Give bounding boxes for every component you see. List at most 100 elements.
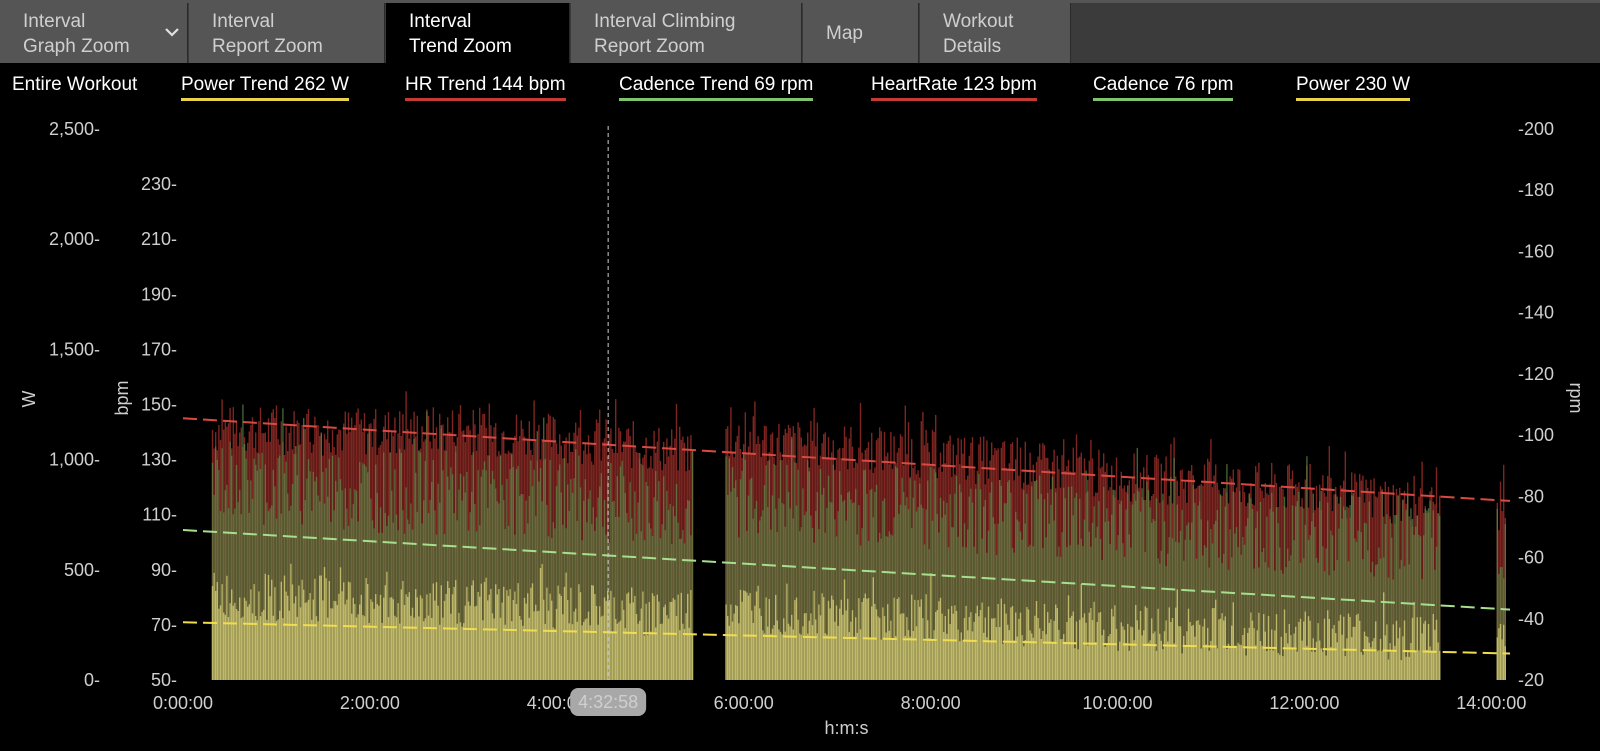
series-bar xyxy=(840,494,842,680)
series-bar xyxy=(925,594,927,680)
series-bar xyxy=(1315,641,1318,680)
series-bar xyxy=(1106,643,1108,680)
series-bar xyxy=(426,411,428,680)
series-bar xyxy=(1139,511,1142,680)
series-bar xyxy=(531,486,534,680)
legend-power[interactable]: Power 230 W xyxy=(1296,74,1411,101)
series-bar xyxy=(786,583,788,680)
series-bar xyxy=(471,585,473,680)
chevron-down-icon[interactable] xyxy=(165,25,179,39)
series-bar xyxy=(1339,497,1342,680)
series-bar xyxy=(623,476,625,680)
series-bar xyxy=(887,604,889,680)
series-bar xyxy=(618,516,620,680)
series-bar xyxy=(861,602,863,680)
series-bar xyxy=(573,611,575,680)
series-bar xyxy=(765,597,767,680)
tab-interval-report-zoom[interactable]: Interval Report Zoom xyxy=(189,3,385,63)
legend-cadence-trend[interactable]: Cadence Trend 69 rpm xyxy=(619,74,814,101)
series-bar xyxy=(1131,504,1134,680)
series-bar xyxy=(1157,608,1159,680)
series-bar xyxy=(634,595,636,680)
trend-chart[interactable]: 0- 500- 1,000- 1,500- 2,000- 2,500- 50- 70- 90- 1… xyxy=(0,106,1600,751)
series-bar xyxy=(426,594,428,680)
series-bar xyxy=(1138,491,1140,680)
legend-hr-trend[interactable]: HR Trend 144 bpm xyxy=(405,74,566,101)
series-bar xyxy=(600,616,602,680)
series-bar xyxy=(613,597,615,680)
legend-power-trend[interactable]: Power Trend 262 W xyxy=(181,74,349,101)
series-bar xyxy=(680,592,682,680)
series-bar xyxy=(432,583,434,680)
series-bar xyxy=(1387,577,1390,680)
series-bar xyxy=(899,504,902,680)
series-bar xyxy=(1312,493,1314,680)
series-bar xyxy=(1165,620,1167,680)
series-bar xyxy=(667,510,670,680)
series-bar xyxy=(1255,528,1257,680)
series-bar xyxy=(395,617,398,680)
legend-heartrate[interactable]: HeartRate 123 bpm xyxy=(871,74,1037,101)
tab-map[interactable]: Map xyxy=(803,3,919,63)
series-bar xyxy=(1232,491,1234,680)
series-bar xyxy=(744,459,746,680)
tab-interval-trend-zoom[interactable]: Interval Trend Zoom xyxy=(386,3,570,63)
series-power-fill xyxy=(211,563,1506,680)
series-bar xyxy=(781,502,783,680)
series-bar xyxy=(805,613,807,680)
series-bar xyxy=(301,579,303,680)
series-bar xyxy=(255,464,257,680)
series-bar xyxy=(962,546,964,680)
series-bar xyxy=(466,471,468,680)
series-bar xyxy=(954,605,956,680)
series-bar xyxy=(557,470,559,680)
series-bar xyxy=(1039,628,1041,680)
series-bar xyxy=(1058,546,1060,680)
hr-tick-label: 50- xyxy=(151,670,177,690)
series-bar xyxy=(1067,595,1070,680)
series-bar xyxy=(298,445,300,680)
series-bar xyxy=(752,623,754,680)
tab-interval-climbing-report-zoom[interactable]: Interval Climbing Report Zoom xyxy=(571,3,802,63)
series-bar xyxy=(1258,612,1260,680)
range-label[interactable]: Entire Workout xyxy=(12,74,138,95)
series-bar xyxy=(679,630,681,680)
series-bar xyxy=(1219,494,1222,680)
series-bar xyxy=(855,488,857,680)
series-bar xyxy=(1112,616,1114,680)
series-bar xyxy=(282,618,284,680)
series-bar xyxy=(232,514,234,680)
series-bar xyxy=(317,495,319,680)
series-bar xyxy=(928,549,930,680)
series-bar xyxy=(219,605,222,680)
series-bar xyxy=(1035,480,1038,680)
series-bar xyxy=(914,480,916,680)
series-bar xyxy=(909,636,911,680)
tab-workout-details[interactable]: Workout Details xyxy=(920,3,1071,63)
series-bar xyxy=(1203,545,1206,680)
series-bar xyxy=(370,498,372,680)
legend-cadence[interactable]: Cadence 76 rpm xyxy=(1093,74,1234,101)
series-bar xyxy=(1096,622,1098,680)
series-bar xyxy=(464,492,466,680)
series-bar xyxy=(999,479,1001,680)
series-bar xyxy=(1274,630,1276,680)
series-bar xyxy=(247,606,249,680)
series-bar xyxy=(487,600,489,680)
tab-interval-graph-zoom[interactable]: Interval Graph Zoom xyxy=(0,3,188,63)
x-tick-label: 12:00:00 xyxy=(1269,693,1339,713)
series-bar xyxy=(1187,608,1190,680)
series-bar xyxy=(373,528,375,680)
series-bar xyxy=(1357,613,1359,680)
series-bar xyxy=(821,593,823,680)
series-bar xyxy=(1103,629,1105,680)
series-bar xyxy=(1173,643,1175,680)
series-bar xyxy=(770,633,772,680)
series-bar xyxy=(1141,635,1143,680)
series-bar xyxy=(979,489,982,680)
series-bar xyxy=(1399,627,1401,680)
series-bar xyxy=(1208,650,1210,680)
series-bar xyxy=(1395,515,1398,680)
series-bar xyxy=(440,585,442,680)
series-bar xyxy=(1351,637,1353,680)
